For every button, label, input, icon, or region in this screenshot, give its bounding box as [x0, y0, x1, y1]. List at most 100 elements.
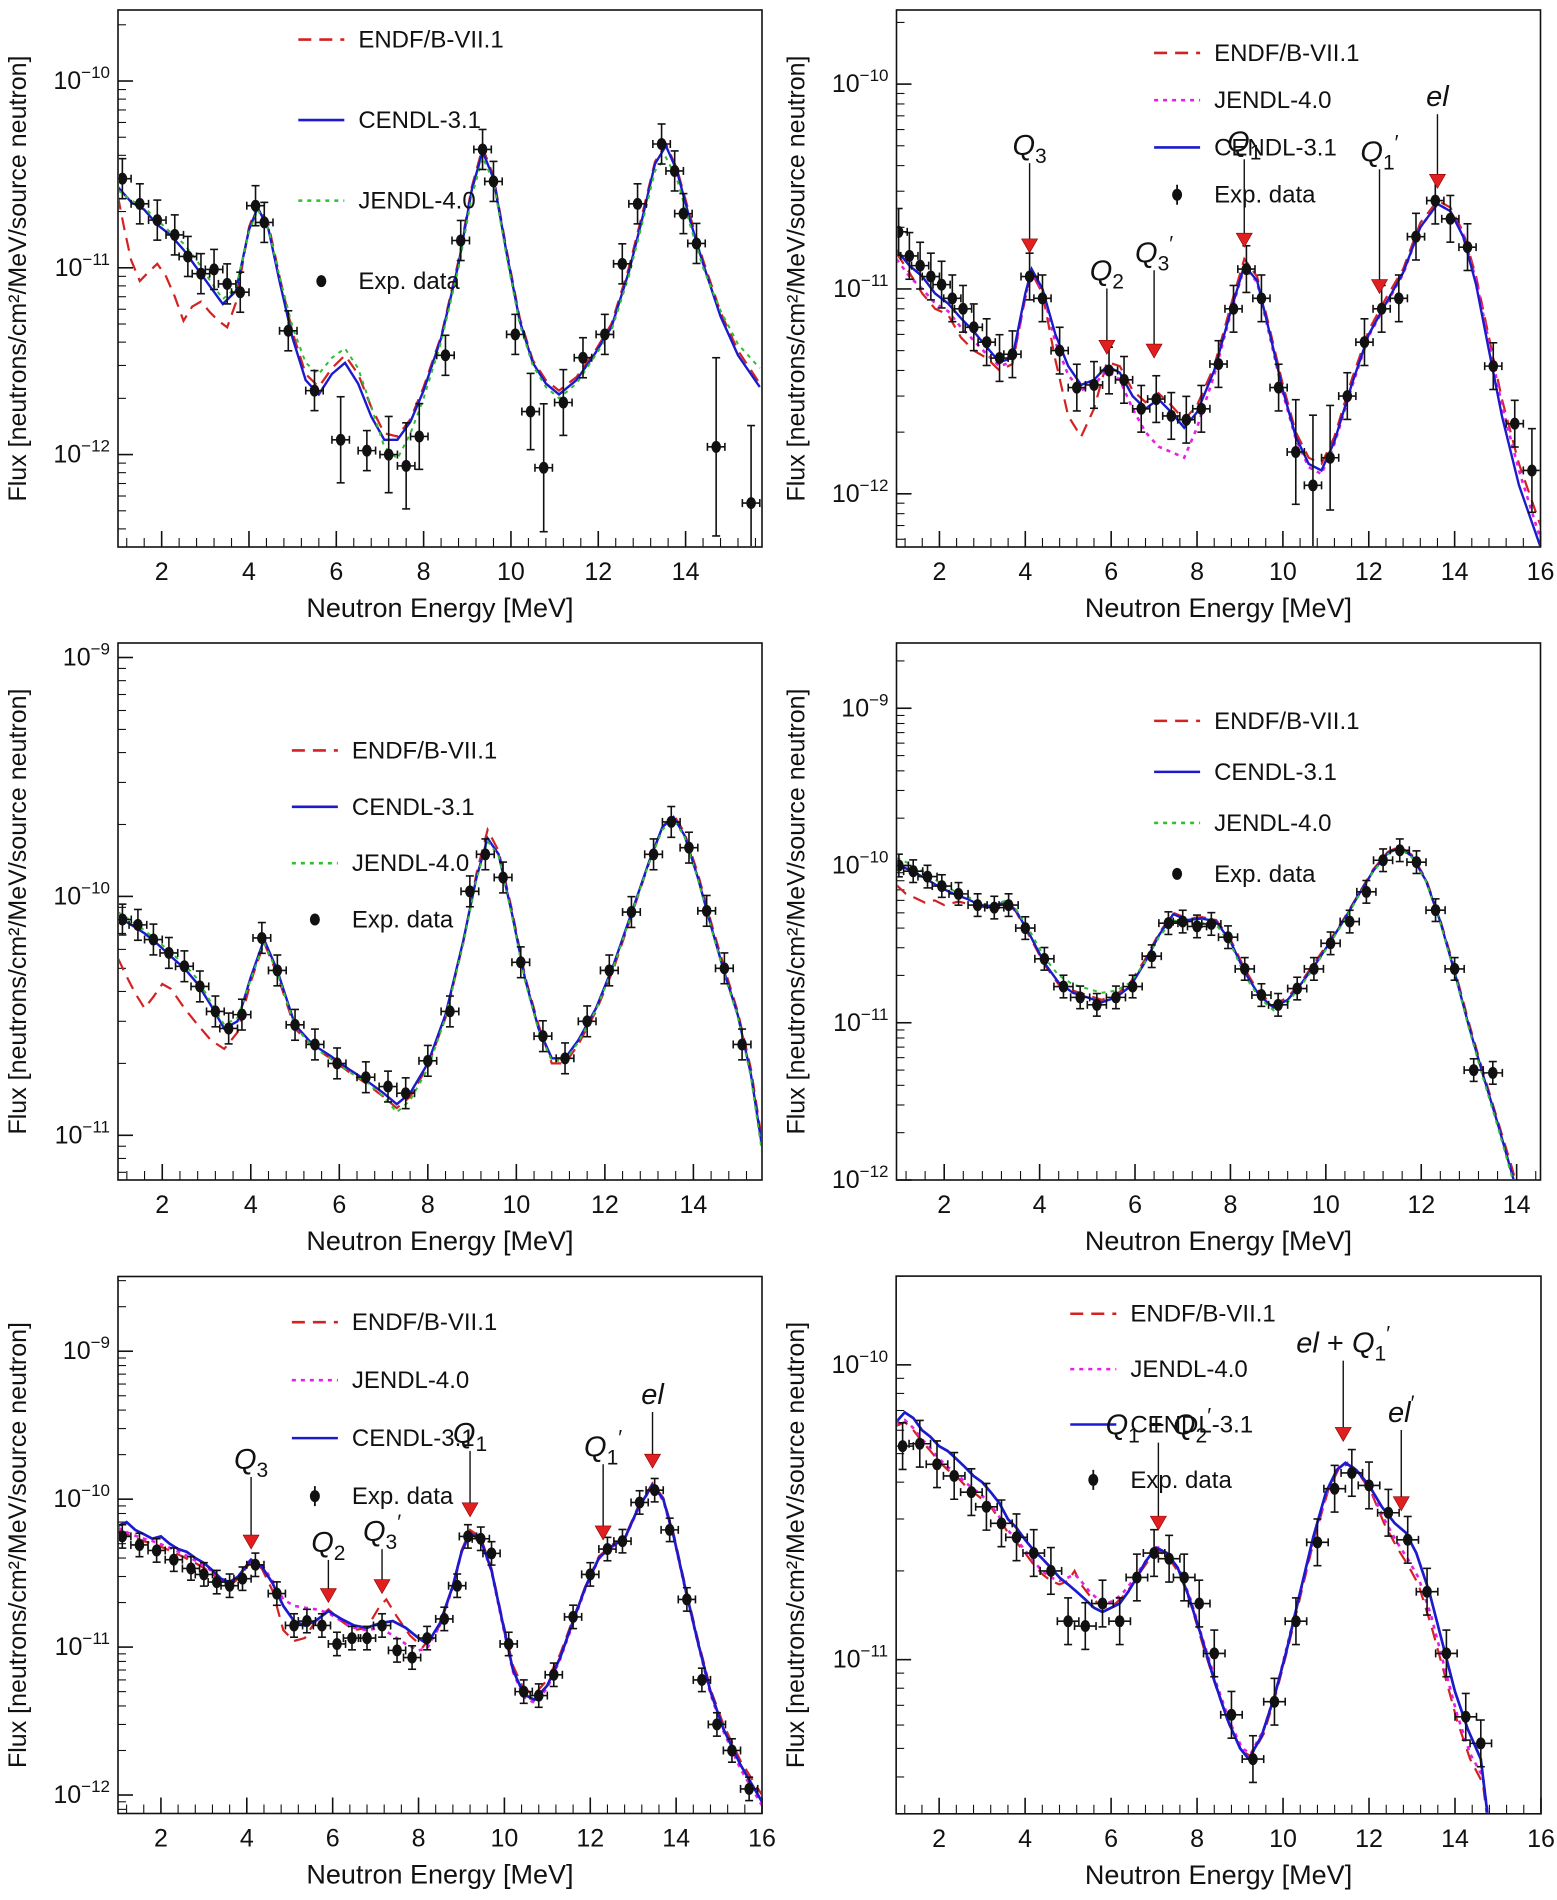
legend: ENDF/B-VII.1 CENDL-3.1 JENDL-4.0 Exp. data [298, 27, 504, 295]
exp-point [511, 946, 531, 979]
exp-point [645, 1477, 665, 1503]
exp-point [1267, 992, 1289, 1017]
exp-point [1286, 398, 1306, 506]
legend: ENDF/B-VII.1 CENDL-3.1 JENDL-4.0 Exp. data [291, 737, 497, 934]
exp-point [1389, 838, 1411, 863]
exp-point [1131, 384, 1151, 433]
annotation-label: Q3 [234, 1444, 268, 1482]
exp-point [697, 894, 717, 928]
chart-top-right: 2 4 6 8 10 12 14 16 10−10 10−11 10−12 Neutron Energ… [783, 9, 1554, 623]
exp-point [1039, 1546, 1063, 1596]
exp-point [599, 954, 619, 987]
exp-point [147, 1537, 167, 1563]
y-tick-label: 10−10 [53, 1481, 110, 1513]
exp-point [1505, 399, 1525, 448]
annotation: el [641, 1379, 665, 1469]
exp-point [989, 1499, 1014, 1548]
x-tick-label: 6 [1104, 558, 1118, 586]
exp-point [732, 1028, 752, 1061]
exp-point [974, 1482, 998, 1531]
exp-point [1376, 1488, 1400, 1537]
legend-label: ENDF/B-VII.1 [358, 27, 503, 54]
exp-point [1003, 330, 1022, 379]
annotation: el′ [1388, 1392, 1415, 1512]
legend: ENDF/B-VII.1 CENDL-3.1 JENDL-4.0 Exp. data [1154, 708, 1359, 888]
axes: 2 4 6 8 10 12 14 10−9 10−10 10−11 10−12 [832, 660, 1537, 1219]
x-tick-label: 14 [1503, 1191, 1531, 1219]
exp-point [1172, 909, 1194, 934]
exp-point [493, 861, 513, 894]
exp-data-points [119, 1477, 759, 1802]
exp-point [396, 422, 416, 510]
exp-point [1522, 427, 1540, 514]
exp-point [417, 1625, 437, 1651]
annotation: Q1′ [1360, 131, 1399, 295]
exp-point [1340, 1448, 1364, 1498]
exp-point [932, 260, 951, 309]
exp-point [194, 1561, 214, 1587]
legend-label: JENDL-4.0 [1214, 810, 1331, 837]
y-tick-label: 10−10 [53, 63, 110, 95]
x-tick-label: 4 [240, 1825, 254, 1853]
plot-frame [117, 9, 763, 548]
exp-point [1014, 915, 1036, 941]
exp-point [1284, 1597, 1308, 1646]
exp-point [1146, 374, 1166, 424]
exp-point [402, 1645, 422, 1671]
y-axis-title: Flux [neutrons/cm²/MeV/source neutron] [4, 688, 32, 1134]
annotation: Q3′ [1135, 232, 1173, 359]
exp-point [1114, 355, 1134, 404]
y-tick-label: 10−11 [55, 1629, 110, 1661]
annotation-arrow-icon [1334, 1427, 1352, 1442]
exp-point [327, 1047, 347, 1080]
exp-point [1022, 1528, 1046, 1578]
exp-point [372, 1612, 392, 1638]
legend-label: CENDL-3.1 [352, 794, 475, 821]
exp-point [1396, 1515, 1420, 1564]
annotation-arrow-icon [1021, 238, 1039, 254]
legend-label: CENDL-3.1 [352, 1425, 475, 1452]
exp-point [1444, 956, 1465, 982]
annotation-label: Q2 [1090, 255, 1124, 293]
x-tick-label: 10 [490, 1825, 518, 1853]
exp-point [580, 1561, 600, 1587]
x-tick-label: 10 [1312, 1191, 1340, 1219]
exp-point [1286, 976, 1308, 1001]
exp-point [119, 157, 132, 200]
x-tick-label: 14 [672, 558, 700, 586]
x-tick-label: 10 [1269, 558, 1297, 586]
chart-bottom-left: 2 4 6 8 10 12 14 16 10−9 10−10 10−11 10−12 Neutron E… [4, 1275, 776, 1890]
exp-point [1463, 1057, 1485, 1083]
exp-point [1141, 944, 1163, 969]
exp-point [130, 183, 150, 225]
exp-point [1303, 956, 1325, 982]
exp-point [1108, 1597, 1132, 1646]
exp-point [1050, 326, 1070, 375]
exp-point [252, 921, 272, 955]
exp-point [267, 1581, 287, 1607]
exp-point [460, 875, 480, 908]
exp-point [1305, 1518, 1329, 1567]
x-axis-title: Neutron Energy [MeV] [306, 593, 573, 623]
annotation-label: Q3′ [1135, 232, 1173, 275]
exp-point [1125, 1553, 1149, 1602]
annotation-arrow-icon [1392, 1496, 1410, 1512]
legend-label: Exp. data [358, 268, 460, 295]
annotation: el [1426, 81, 1450, 189]
exp-point [1337, 371, 1357, 421]
annotation: Q1 [453, 1418, 487, 1518]
exp-point [613, 1528, 632, 1554]
x-axis-title: Neutron Energy [MeV] [306, 1226, 573, 1256]
exp-point [471, 1526, 491, 1552]
exp-point [967, 892, 988, 918]
exp-point [1355, 318, 1374, 367]
exp-point [983, 895, 1005, 920]
exp-point [1034, 946, 1055, 971]
exp-point [379, 415, 399, 494]
axes: 2 4 6 8 10 12 14 16 10−9 10−10 10−11 10−12 [53, 1280, 776, 1853]
exp-point [1224, 284, 1243, 333]
annotation: Q3 [1012, 130, 1047, 254]
annotation-label: Q1′ [584, 1426, 622, 1469]
axes: 2 4 6 8 10 12 14 10−10 10−11 10−12 [53, 24, 757, 586]
annotation-label: el′ [1388, 1392, 1415, 1429]
